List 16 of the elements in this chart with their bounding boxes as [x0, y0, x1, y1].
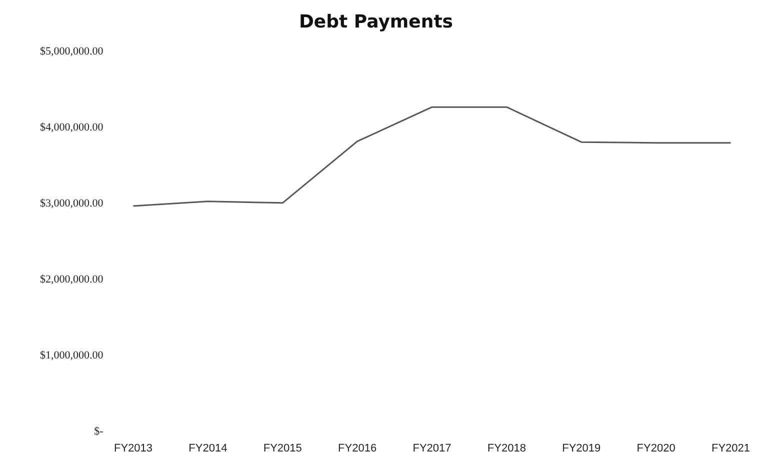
x-tick-label: FY2018	[487, 442, 526, 454]
x-tick-label: FY2014	[188, 442, 228, 454]
x-tick-label: FY2021	[711, 442, 750, 454]
x-tick-label: FY2013	[114, 442, 153, 454]
y-tick-label: $-	[94, 426, 104, 438]
x-tick-label: FY2017	[412, 442, 452, 454]
y-tick-label: $1,000,000.00	[40, 350, 104, 362]
x-tick-label: FY2019	[562, 442, 601, 454]
y-tick-label: $4,000,000.00	[40, 122, 104, 134]
x-tick-label: FY2020	[636, 442, 676, 454]
x-tick-label: FY2015	[263, 442, 302, 454]
y-tick-label: $3,000,000.00	[40, 198, 104, 210]
x-tick-label: FY2016	[338, 442, 377, 454]
chart-title: Debt Payments	[298, 11, 454, 32]
y-tick-label: $5,000,000.00	[40, 45, 104, 58]
y-tick-label: $2,000,000.00	[40, 274, 104, 286]
